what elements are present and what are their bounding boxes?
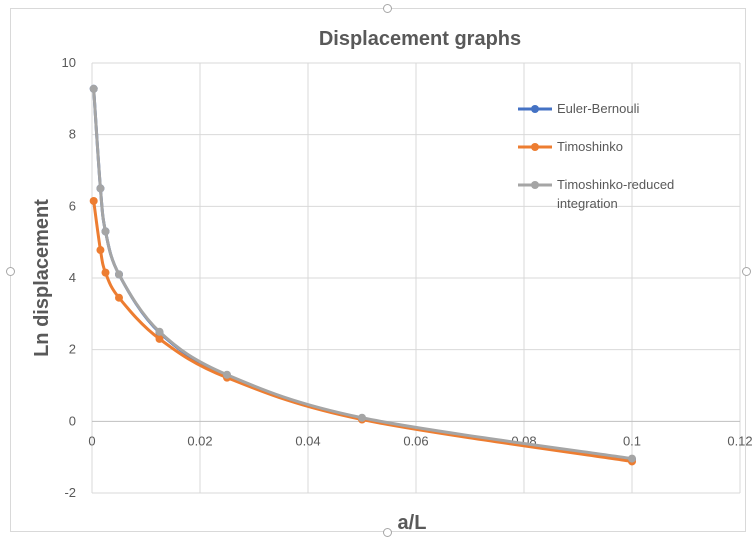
- data-point[interactable]: [89, 196, 98, 205]
- legend: Euler-Bernouli Timoshinko Timoshinko-reduc…: [518, 101, 674, 211]
- series-line: [92, 88, 633, 461]
- data-point[interactable]: [358, 413, 366, 422]
- x-tick-label: 0: [88, 433, 95, 448]
- y-tick-label: -2: [64, 485, 76, 500]
- x-tick-label: 0.12: [727, 433, 752, 448]
- data-point[interactable]: [101, 227, 110, 236]
- legend-label: Timoshinko-reduced integration: [557, 177, 674, 211]
- x-tick-label: 0.02: [187, 433, 212, 448]
- data-point[interactable]: [96, 246, 105, 255]
- legend-label: Euler-Bernouli: [557, 101, 639, 116]
- data-point[interactable]: [101, 268, 110, 277]
- resize-handle-left[interactable]: [6, 267, 15, 276]
- data-point[interactable]: [223, 370, 231, 379]
- y-tick-label: 6: [69, 198, 76, 213]
- chart-title: Displacement graphs: [319, 28, 521, 50]
- data-point[interactable]: [96, 184, 105, 193]
- x-tick-label: 0.04: [295, 433, 320, 448]
- series-line: [92, 88, 633, 461]
- data-point[interactable]: [628, 454, 636, 463]
- y-tick-label: 0: [69, 413, 76, 428]
- series-0: [89, 84, 636, 464]
- data-point[interactable]: [115, 270, 123, 279]
- legend-marker: [531, 143, 539, 151]
- resize-handle-top[interactable]: [383, 4, 392, 13]
- legend-marker: [531, 105, 539, 113]
- x-tick-label: 0.1: [623, 433, 641, 448]
- data-point[interactable]: [155, 327, 164, 336]
- legend-label: Timoshinko: [557, 139, 623, 154]
- series-1: [89, 196, 636, 466]
- series-line: [92, 200, 633, 463]
- y-axis-label: Ln displacement: [31, 199, 53, 357]
- resize-handle-right[interactable]: [742, 267, 751, 276]
- y-tick-label: 10: [62, 55, 76, 70]
- data-point[interactable]: [115, 293, 123, 302]
- y-tick-label: 8: [69, 127, 76, 142]
- grid: [91, 62, 741, 494]
- legend-marker: [531, 181, 539, 189]
- x-tick-labels: 0 0.02 0.04 0.06 0.08 0.1 0.12: [88, 433, 752, 448]
- y-tick-labels: -2 0 2 4 6 8 10: [62, 55, 76, 500]
- series-group: [89, 84, 636, 466]
- data-point[interactable]: [155, 334, 164, 343]
- y-tick-label: 4: [69, 270, 76, 285]
- y-tick-label: 2: [69, 342, 76, 357]
- x-tick-label: 0.06: [403, 433, 428, 448]
- data-point[interactable]: [89, 84, 98, 93]
- series-2: [89, 84, 636, 463]
- x-axis-label: a/L: [398, 512, 427, 534]
